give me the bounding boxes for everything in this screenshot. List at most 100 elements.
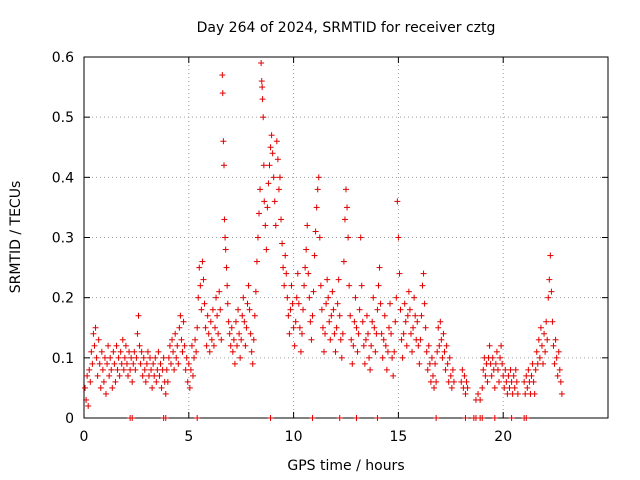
data-point: [498, 342, 505, 349]
data-point: [278, 216, 285, 223]
data-point: [374, 306, 381, 313]
data-point: [411, 294, 418, 301]
data-point: [512, 366, 519, 373]
data-point: [410, 324, 417, 331]
data-point: [106, 372, 113, 379]
data-point: [445, 378, 452, 385]
data-point: [237, 354, 244, 361]
data-point: [550, 342, 557, 349]
data-point: [295, 300, 302, 307]
data-point: [199, 258, 206, 265]
data-point: [101, 354, 108, 361]
data-point: [415, 342, 422, 349]
data-point: [240, 294, 247, 301]
data-point: [448, 384, 455, 391]
data-point: [95, 336, 102, 343]
data-point: [555, 348, 562, 355]
data-point: [213, 294, 220, 301]
data-point: [538, 342, 545, 349]
data-point: [522, 390, 529, 397]
data-point: [131, 348, 138, 355]
data-point: [475, 390, 482, 397]
data-point: [335, 276, 342, 283]
data-point: [416, 360, 423, 367]
data-point: [557, 378, 564, 385]
data-point: [541, 330, 548, 337]
data-point: [551, 360, 558, 367]
data-point: [426, 360, 433, 367]
data-point: [145, 372, 152, 379]
data-point: [100, 378, 107, 385]
data-point: [345, 234, 352, 241]
data-point: [349, 360, 356, 367]
data-point: [373, 330, 380, 337]
data-point: [113, 342, 120, 349]
data-point: [324, 276, 331, 283]
data-point: [406, 306, 413, 313]
data-point: [499, 360, 506, 367]
data-point: [318, 306, 325, 313]
data-point: [438, 336, 445, 343]
data-point: [98, 348, 105, 355]
data-point: [105, 342, 112, 349]
data-point: [336, 312, 343, 319]
data-point: [241, 318, 248, 325]
data-point: [191, 354, 198, 361]
data-point: [112, 378, 119, 385]
data-point: [521, 378, 528, 385]
data-point: [193, 348, 200, 355]
data-point: [120, 366, 127, 373]
data-point: [227, 342, 234, 349]
data-point: [122, 342, 129, 349]
data-point: [513, 378, 520, 385]
data-point: [250, 336, 257, 343]
data-point: [274, 156, 281, 163]
data-point: [358, 282, 365, 289]
data-point: [461, 372, 468, 379]
data-point: [187, 366, 194, 373]
data-point: [330, 306, 337, 313]
data-point: [357, 234, 364, 241]
data-point: [354, 348, 361, 355]
data-point: [175, 360, 182, 367]
data-point: [221, 216, 228, 223]
data-point: [322, 330, 329, 337]
data-point: [384, 348, 391, 355]
data-point: [491, 415, 498, 421]
data-point: [96, 360, 103, 367]
data-point: [393, 294, 400, 301]
data-point: [194, 415, 201, 421]
data-point: [398, 336, 405, 343]
data-point: [297, 348, 304, 355]
data-point: [287, 306, 294, 313]
data-point: [487, 360, 494, 367]
data-point: [395, 234, 402, 241]
data-point: [494, 366, 501, 373]
data-point: [150, 360, 157, 367]
data-point: [195, 294, 202, 301]
data-point: [459, 366, 466, 373]
data-point: [340, 258, 347, 265]
data-point: [544, 336, 551, 343]
data-point: [320, 348, 327, 355]
data-point: [85, 402, 92, 409]
data-point: [525, 366, 532, 373]
data-point: [185, 360, 192, 367]
data-point: [421, 300, 428, 307]
data-point: [343, 186, 349, 193]
data-point: [223, 264, 230, 271]
data-point: [311, 252, 318, 259]
data-point: [269, 150, 276, 157]
data-point: [279, 240, 286, 247]
data-point: [141, 366, 148, 373]
data-point: [306, 294, 313, 301]
data-point: [89, 360, 96, 367]
x-tick-label: 0: [80, 429, 89, 445]
data-point: [400, 330, 407, 337]
data-point: [134, 330, 141, 337]
data-point: [407, 330, 414, 337]
data-point: [142, 378, 149, 385]
data-point: [266, 162, 273, 169]
data-point: [449, 366, 456, 373]
